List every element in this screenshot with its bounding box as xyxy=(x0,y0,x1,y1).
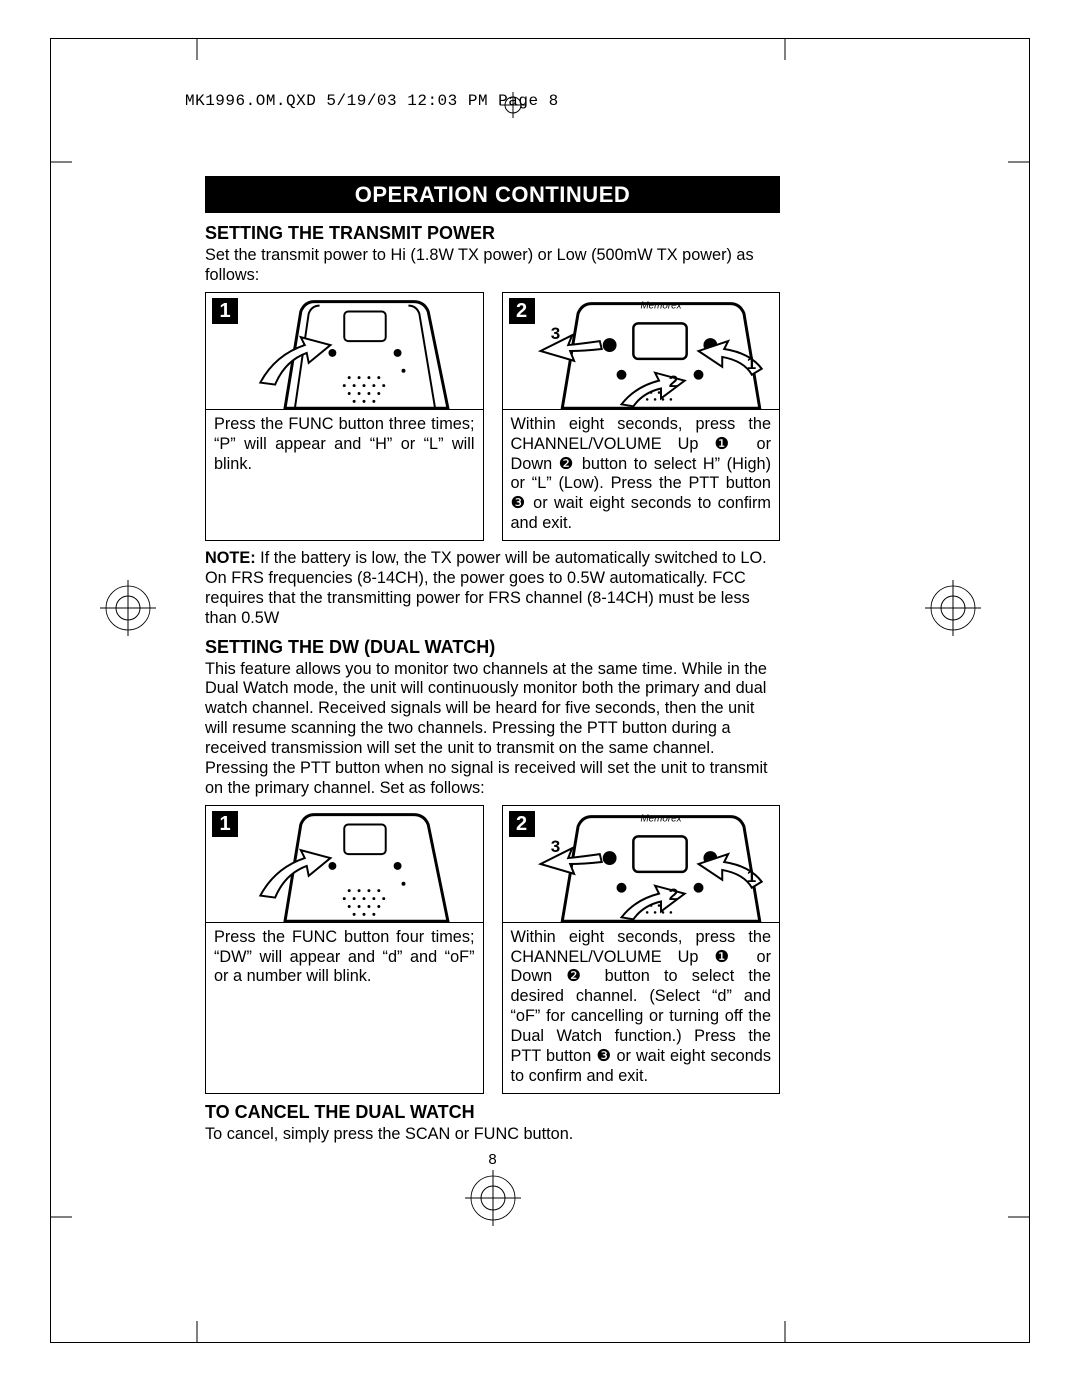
panel-step-2: 2 3 1 2 Memorex xyxy=(502,805,781,1094)
callout-1: 1 xyxy=(741,353,763,375)
callout-2: 2 xyxy=(663,371,685,393)
panel-illustration: 1 xyxy=(206,293,483,410)
register-mark-icon xyxy=(100,580,156,636)
panel-text: Within eight seconds, press the CHANNEL/… xyxy=(503,410,780,540)
heading-cancel-dw: TO CANCEL THE DUAL WATCH xyxy=(205,1102,780,1123)
panel-illustration: 2 3 1 2 Memorex xyxy=(503,293,780,410)
radio-illustration-icon: Memorex xyxy=(503,806,780,922)
panel-row-1: 1 xyxy=(205,292,780,541)
heading-dual-watch: SETTING THE DW (DUAL WATCH) xyxy=(205,637,780,658)
crop-mark-icon xyxy=(1000,155,1030,169)
page-number: 8 xyxy=(205,1151,780,1168)
step-badge: 2 xyxy=(509,298,535,324)
crop-mark-icon xyxy=(50,155,80,169)
panel-illustration: 1 xyxy=(206,806,483,923)
panel-step-1: 1 xyxy=(205,292,484,541)
crop-mark-icon xyxy=(1000,1210,1030,1224)
callout-3: 3 xyxy=(545,836,567,858)
register-mark-icon xyxy=(465,1170,521,1226)
register-mark-icon xyxy=(925,580,981,636)
crop-mark-icon xyxy=(50,1210,80,1224)
intro-dual-watch: This feature allows you to monitor two c… xyxy=(205,660,780,799)
callout-2: 2 xyxy=(663,884,685,906)
page-content: OPERATION CONTINUED SETTING THE TRANSMIT… xyxy=(205,176,780,1168)
panel-illustration: 2 3 1 2 Memorex xyxy=(503,806,780,923)
step-badge: 2 xyxy=(509,811,535,837)
heading-transmit-power: SETTING THE TRANSMIT POWER xyxy=(205,223,780,244)
svg-text:Memorex: Memorex xyxy=(640,300,682,311)
intro-transmit-power: Set the transmit power to Hi (1.8W TX po… xyxy=(205,246,780,286)
crop-mark-icon xyxy=(182,1313,212,1343)
crop-mark-icon xyxy=(770,1313,800,1343)
callout-3: 3 xyxy=(545,323,567,345)
radio-illustration-icon xyxy=(206,293,483,409)
panel-text: Press the FUNC button four times; “DW” w… xyxy=(206,923,483,1090)
svg-text:Memorex: Memorex xyxy=(640,813,682,824)
panel-text: Within eight seconds, press the CHANNEL/… xyxy=(503,923,780,1093)
crop-mark-icon xyxy=(182,38,212,68)
panel-step-1: 1 Press the FUNC button four xyxy=(205,805,484,1094)
panel-text: Press the FUNC button three times; “P” w… xyxy=(206,410,483,537)
radio-illustration-icon: Memorex xyxy=(503,293,780,409)
text-cancel-dw: To cancel, simply press the SCAN or FUNC… xyxy=(205,1125,780,1145)
note-label: NOTE: xyxy=(205,549,256,567)
slug-register-icon xyxy=(498,90,528,120)
crop-mark-icon xyxy=(770,38,800,68)
note-transmit-power: NOTE: If the battery is low, the TX powe… xyxy=(205,549,780,629)
step-badge: 1 xyxy=(212,811,238,837)
radio-illustration-icon xyxy=(206,806,483,922)
section-banner: OPERATION CONTINUED xyxy=(205,176,780,213)
step-badge: 1 xyxy=(212,298,238,324)
panel-step-2: 2 3 1 2 Memorex xyxy=(502,292,781,541)
callout-1: 1 xyxy=(741,866,763,888)
panel-row-2: 1 Press the FUNC button four xyxy=(205,805,780,1094)
note-text: If the battery is low, the TX power will… xyxy=(205,549,767,627)
